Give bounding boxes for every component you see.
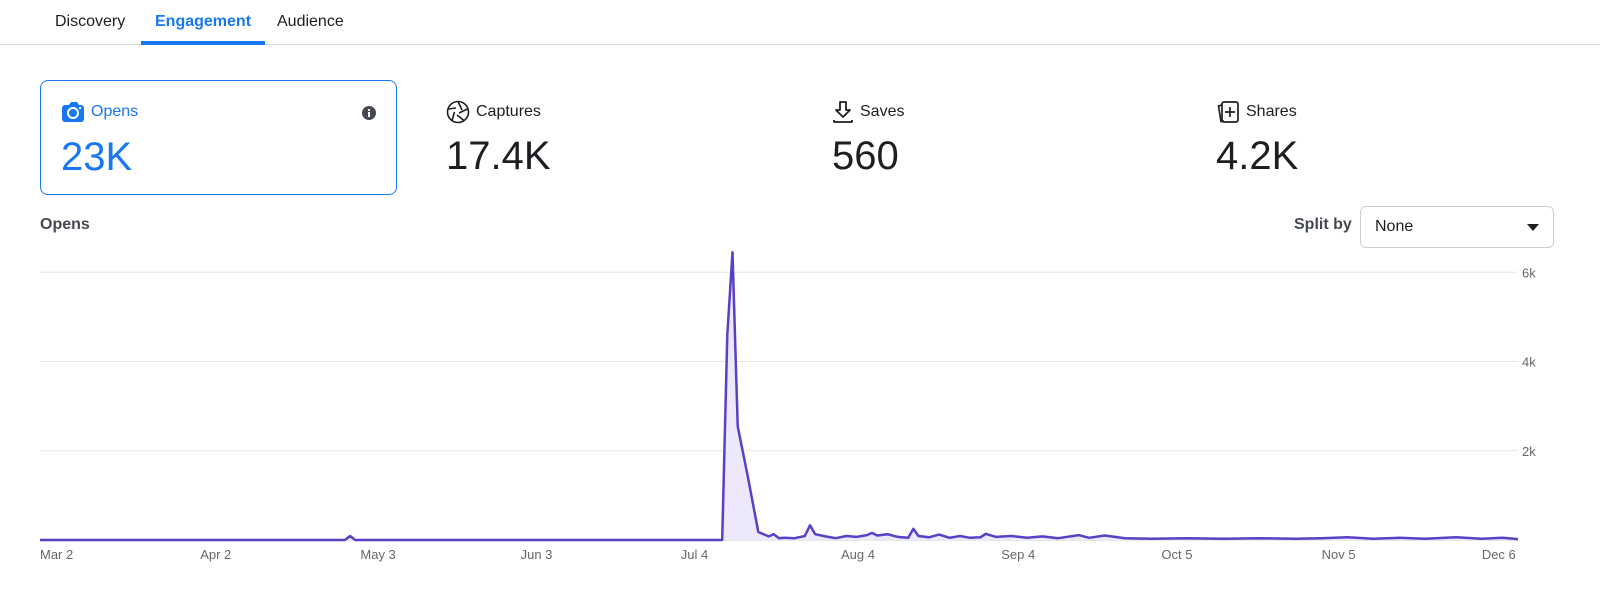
y-tick-label: 6k [1522, 265, 1536, 280]
metric-card-shares[interactable]: Shares 4.2K [1196, 80, 1536, 195]
x-tick-label: Apr 2 [200, 547, 231, 562]
x-tick-label: Sep 4 [1001, 547, 1035, 562]
metric-card-opens[interactable]: Opens 23K [40, 80, 397, 195]
series-line[interactable] [40, 250, 1519, 542]
tab-bar: Discovery Engagement Audience [0, 0, 1600, 45]
tab-discovery[interactable]: Discovery [55, 13, 126, 30]
tab-audience[interactable]: Audience [277, 13, 344, 30]
aperture-icon [446, 100, 470, 124]
camera-icon [62, 102, 84, 122]
x-tick-label: Aug 4 [841, 547, 875, 562]
metric-card-captures[interactable]: Captures 17.4K [426, 80, 766, 195]
series-area [40, 252, 1518, 540]
metric-value: 17.4K [446, 134, 551, 178]
metric-value: 4.2K [1216, 134, 1299, 178]
caret-down-icon [1527, 224, 1539, 231]
split-by-dropdown[interactable]: None [1360, 206, 1554, 248]
share-cards-icon [1217, 101, 1239, 123]
y-tick-label: 4k [1522, 355, 1536, 370]
download-icon [833, 101, 853, 123]
x-tick-label: Nov 5 [1322, 547, 1356, 562]
metric-value: 23K [61, 135, 133, 179]
x-tick-label: Dec 6 [1482, 547, 1516, 562]
chart-title: Opens [40, 216, 90, 233]
y-tick-label: 2k [1522, 444, 1536, 459]
info-icon[interactable] [362, 106, 376, 120]
x-tick-label: May 3 [360, 547, 395, 562]
x-tick-label: Mar 2 [40, 547, 73, 562]
x-tick-label: Jun 3 [521, 547, 553, 562]
metric-value: 560 [832, 134, 899, 178]
tab-engagement[interactable]: Engagement [140, 0, 266, 45]
metric-label: Captures [476, 103, 541, 120]
split-by-label: Split by [1294, 216, 1352, 233]
metric-label: Opens [91, 103, 139, 120]
metric-label: Shares [1246, 103, 1297, 120]
split-by-value: None [1375, 218, 1414, 235]
x-tick-label: Oct 5 [1161, 547, 1192, 562]
metric-card-saves[interactable]: Saves 560 [812, 80, 1152, 195]
x-tick-label: Jul 4 [681, 547, 708, 562]
metric-label: Saves [860, 103, 905, 120]
opens-line-chart: 2k 4k 6k Mar 2 Apr 2 May 3 Jun 3 Jul 4 Aug 4 Sep … [40, 250, 1536, 562]
